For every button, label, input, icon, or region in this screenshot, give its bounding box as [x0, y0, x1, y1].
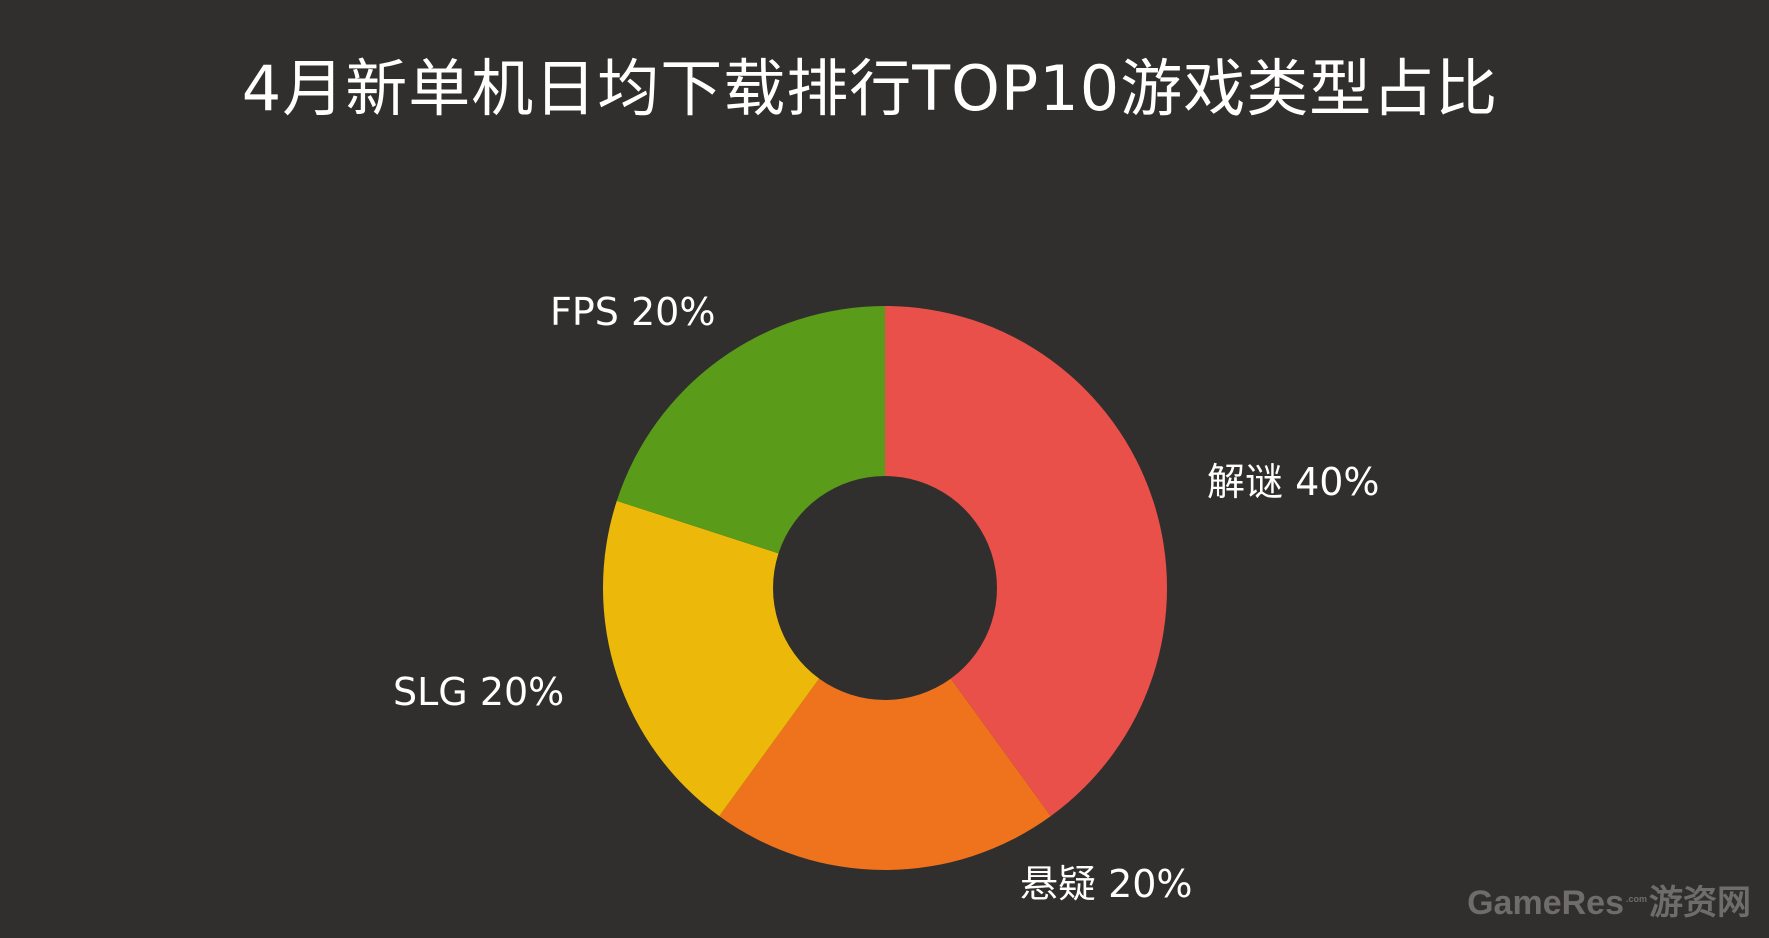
chart-title: 4月新单机日均下载排行TOP10游戏类型占比	[241, 52, 1499, 125]
slice-0	[885, 306, 1167, 817]
watermark-brand: GameRes	[1467, 884, 1624, 922]
labels-group: 解谜 40% 悬疑 20% SLG 20% FPS 20%	[393, 290, 1380, 906]
slice-label-2: SLG 20%	[393, 670, 564, 714]
watermark-logo: GameRes .com游资网	[1467, 875, 1751, 924]
slices-group	[603, 306, 1167, 870]
slice-3	[616, 306, 885, 554]
slice-label-3: FPS 20%	[550, 290, 715, 334]
slice-label-0: 解谜 40%	[1207, 460, 1380, 504]
watermark-suffix: .com	[1625, 893, 1647, 904]
slice-label-1: 悬疑 20%	[1020, 862, 1193, 906]
slice-1	[719, 678, 1051, 870]
watermark-cn: 游资网	[1649, 884, 1751, 922]
slice-2	[603, 500, 820, 817]
